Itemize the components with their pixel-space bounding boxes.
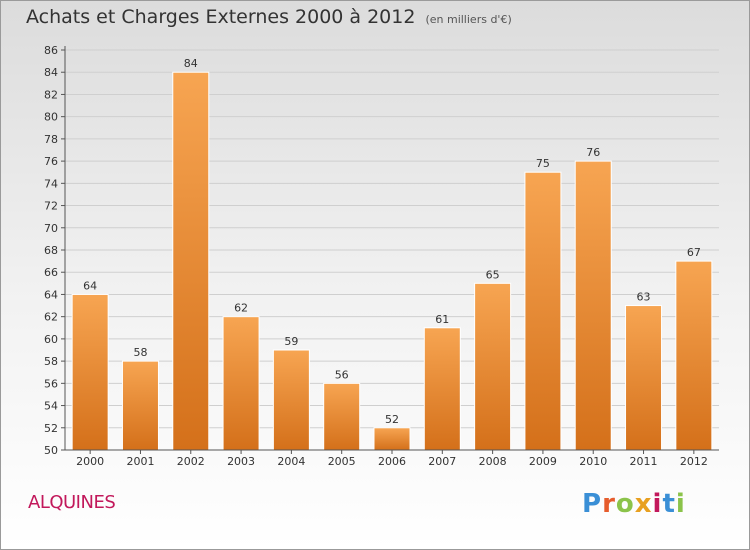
- y-tick-label: 78: [44, 133, 58, 146]
- y-tick-label: 74: [44, 177, 58, 190]
- y-tick-label: 66: [44, 266, 58, 279]
- y-tick-label: 68: [44, 244, 58, 257]
- bar: [272, 349, 310, 451]
- bars: [71, 71, 713, 451]
- bar: [172, 71, 210, 451]
- data-label: 67: [687, 246, 701, 259]
- data-label: 75: [536, 157, 550, 170]
- data-label: 76: [586, 146, 600, 159]
- logo-letter: t: [662, 489, 676, 519]
- y-tick-label: 84: [44, 66, 58, 79]
- bar: [675, 260, 713, 451]
- chart-title: Achats et Charges Externes 2000 à 2012 (e…: [26, 6, 512, 28]
- data-label: 65: [486, 268, 500, 281]
- chart-subtitle: (en milliers d'€): [425, 13, 512, 26]
- x-axis-ticks: 2000 2001 2002 2003 2004 2005 2006 2007 2008 2009…: [76, 450, 708, 468]
- y-tick-label: 64: [44, 288, 58, 301]
- bar: [323, 382, 361, 451]
- x-tick-label: 2003: [227, 455, 255, 468]
- y-tick-label: 50: [44, 444, 58, 457]
- x-tick-label: 2000: [76, 455, 104, 468]
- bar: [524, 171, 562, 451]
- x-tick-label: 2011: [630, 455, 658, 468]
- y-tick-label: 54: [44, 400, 58, 413]
- chart-title-text: Achats et Charges Externes 2000 à 2012: [26, 6, 416, 28]
- data-label: 56: [335, 368, 349, 381]
- data-label: 63: [637, 291, 651, 304]
- data-label: 62: [234, 302, 248, 315]
- y-tick-label: 76: [44, 155, 58, 168]
- bar: [373, 427, 411, 451]
- bar: [625, 305, 663, 451]
- data-label: 58: [133, 346, 147, 359]
- y-tick-label: 58: [44, 355, 58, 368]
- y-tick-label: 52: [44, 422, 58, 435]
- y-tick-label: 72: [44, 200, 58, 213]
- logo-letter: i: [652, 489, 663, 519]
- y-tick-label: 62: [44, 311, 58, 324]
- y-tick-label: 82: [44, 88, 58, 101]
- logo-letter: r: [602, 489, 616, 519]
- data-label: 52: [385, 413, 399, 426]
- axes: [64, 46, 719, 451]
- bar: [423, 327, 461, 451]
- x-tick-label: 2002: [177, 455, 205, 468]
- y-axis-ticks: 50 52 54 56 58 60 62 64 66 68 70 72 74 76 78 80 82 84 86: [44, 44, 65, 457]
- y-tick-label: 80: [44, 111, 58, 124]
- logo-letter: x: [634, 489, 653, 519]
- x-tick-label: 2004: [277, 455, 305, 468]
- logo-letter: o: [615, 489, 635, 519]
- x-tick-label: 2012: [680, 455, 708, 468]
- x-tick-label: 2005: [328, 455, 356, 468]
- bar: [574, 160, 612, 451]
- x-tick-label: 2009: [529, 455, 557, 468]
- bar: [71, 293, 109, 451]
- logo-letter: i: [675, 489, 686, 519]
- x-tick-label: 2010: [579, 455, 607, 468]
- x-tick-label: 2001: [126, 455, 154, 468]
- y-tick-label: 56: [44, 377, 58, 390]
- bar: [121, 360, 159, 451]
- bar: [222, 316, 260, 451]
- logo-letter: P: [582, 489, 603, 519]
- commune-name: ALQUINES: [28, 492, 116, 513]
- data-labels: 64 58 84 62 59 56 52 61 65 75 76 63 67: [83, 57, 701, 426]
- y-tick-label: 60: [44, 333, 58, 346]
- y-tick-label: 70: [44, 222, 58, 235]
- data-label: 59: [284, 335, 298, 348]
- data-label: 61: [435, 313, 449, 326]
- data-label: 84: [184, 57, 198, 70]
- bar: [474, 282, 512, 451]
- data-label: 64: [83, 279, 97, 292]
- y-tick-label: 86: [44, 44, 58, 57]
- x-tick-label: 2006: [378, 455, 406, 468]
- proxiti-logo[interactable]: Proxiti: [582, 489, 686, 519]
- x-tick-label: 2008: [479, 455, 507, 468]
- x-tick-label: 2007: [428, 455, 456, 468]
- grid-lines: [65, 49, 719, 451]
